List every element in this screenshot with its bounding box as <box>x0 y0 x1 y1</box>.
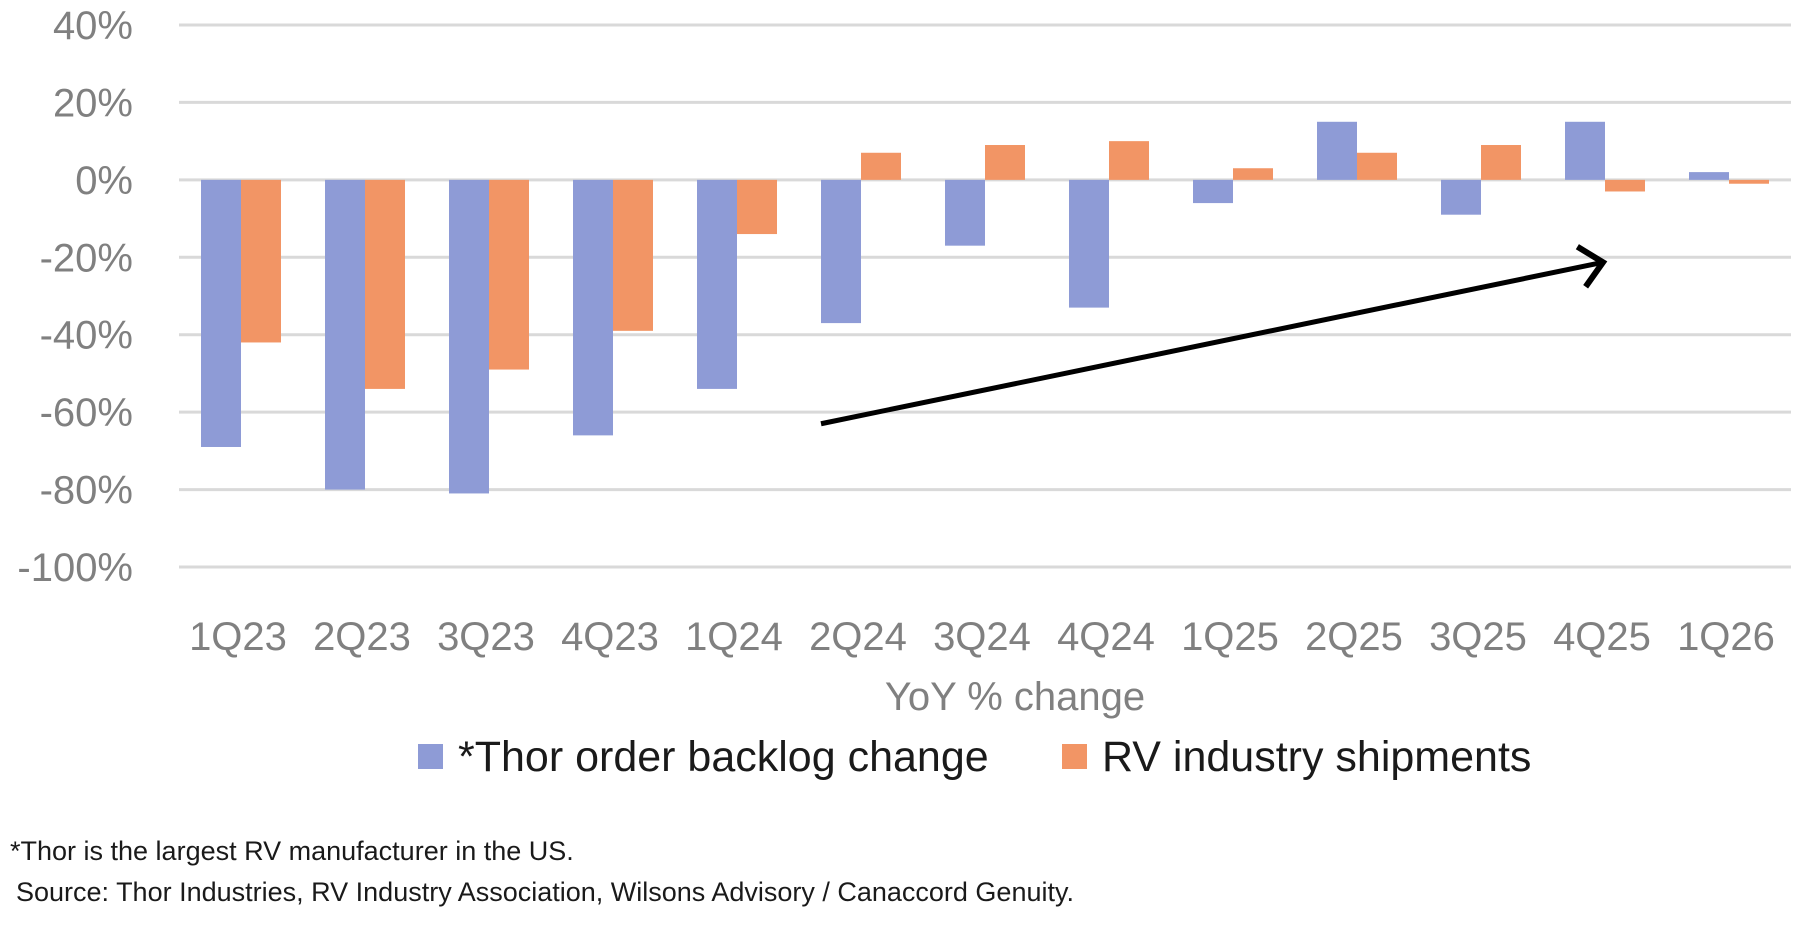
x-tick-label: 1Q26 <box>1677 615 1775 659</box>
chart: 40% 20% 0% -20% -40% -60% -80% -100% 1Q23 2Q23 3Q… <box>17 4 1791 781</box>
bar-thor-backlog-1q25 <box>1193 179 1233 204</box>
bar-rv-shipments-4q23 <box>613 179 653 331</box>
y-tick-label: -60% <box>40 391 133 435</box>
x-tick-label: 1Q24 <box>685 615 783 659</box>
bar-thor-backlog-4q23 <box>573 179 613 436</box>
legend-swatch <box>418 744 443 769</box>
bar-thor-backlog-3q23 <box>449 179 489 494</box>
y-tick-label: 40% <box>53 4 133 48</box>
x-axis-tick-labels: 1Q23 2Q23 3Q23 4Q23 1Q24 2Q24 3Q24 4Q24 1Q25 2Q25… <box>189 615 1775 659</box>
arrow-shaft <box>820 259 1604 427</box>
y-axis-tick-labels: 40% 20% 0% -20% -40% -60% -80% -100% <box>17 4 133 590</box>
bar-thor-backlog-1q24 <box>697 179 737 389</box>
x-tick-label: 4Q24 <box>1057 615 1155 659</box>
bar-thor-backlog-2q25 <box>1317 121 1357 180</box>
y-tick-label: 0% <box>75 159 133 203</box>
bar-thor-backlog-1q26 <box>1689 172 1729 180</box>
footnote: *Thor is the largest RV manufacturer in … <box>10 836 574 866</box>
gridlines <box>179 23 1791 569</box>
arrow-head <box>1575 244 1608 289</box>
x-tick-label: 1Q23 <box>189 615 287 659</box>
source-note: Source: Thor Industries, RV Industry Ass… <box>16 877 1074 907</box>
bar-rv-shipments-3q23 <box>489 179 529 370</box>
bar-rv-shipments-2q25 <box>1357 152 1397 180</box>
bar-thor-backlog-3q25 <box>1441 179 1481 215</box>
bar-rv-shipments-2q24 <box>861 152 901 180</box>
bar-rv-shipments-1q24 <box>737 179 777 235</box>
x-axis-label: YoY % change <box>885 675 1145 719</box>
bar-rv-shipments-4q24 <box>1109 141 1149 180</box>
bar-rv-shipments-1q25 <box>1233 168 1273 180</box>
bars <box>201 121 1769 494</box>
bar-rv-shipments-2q23 <box>365 179 405 389</box>
legend-label: RV industry shipments <box>1102 733 1531 781</box>
x-tick-label: 3Q25 <box>1429 615 1527 659</box>
bar-thor-backlog-1q23 <box>201 179 241 447</box>
x-tick-label: 2Q25 <box>1305 615 1403 659</box>
y-tick-label: -100% <box>17 546 133 590</box>
x-tick-label: 3Q23 <box>437 615 535 659</box>
x-tick-label: 4Q23 <box>561 615 659 659</box>
legend-swatch <box>1062 744 1087 769</box>
bar-rv-shipments-4q25 <box>1605 179 1645 192</box>
x-tick-label: 3Q24 <box>933 615 1031 659</box>
trend-arrow <box>820 244 1608 427</box>
y-tick-label: 20% <box>53 81 133 125</box>
x-tick-label: 4Q25 <box>1553 615 1651 659</box>
bar-rv-shipments-1q23 <box>241 179 281 343</box>
legend: *Thor order backlog change RV industry sh… <box>418 733 1531 781</box>
bar-thor-backlog-4q25 <box>1565 121 1605 180</box>
bar-rv-shipments-3q25 <box>1481 145 1521 180</box>
bar-rv-shipments-1q26 <box>1729 179 1769 184</box>
bar-thor-backlog-2q23 <box>325 179 365 490</box>
bar-rv-shipments-3q24 <box>985 145 1025 180</box>
x-tick-label: 2Q23 <box>313 615 411 659</box>
bar-thor-backlog-4q24 <box>1069 179 1109 308</box>
y-tick-label: -20% <box>40 236 133 280</box>
y-tick-label: -40% <box>40 314 133 358</box>
bar-thor-backlog-2q24 <box>821 179 861 324</box>
bar-thor-backlog-3q24 <box>945 179 985 246</box>
x-tick-label: 1Q25 <box>1181 615 1279 659</box>
y-tick-label: -80% <box>40 469 133 513</box>
x-tick-label: 2Q24 <box>809 615 907 659</box>
legend-label: *Thor order backlog change <box>458 733 989 781</box>
